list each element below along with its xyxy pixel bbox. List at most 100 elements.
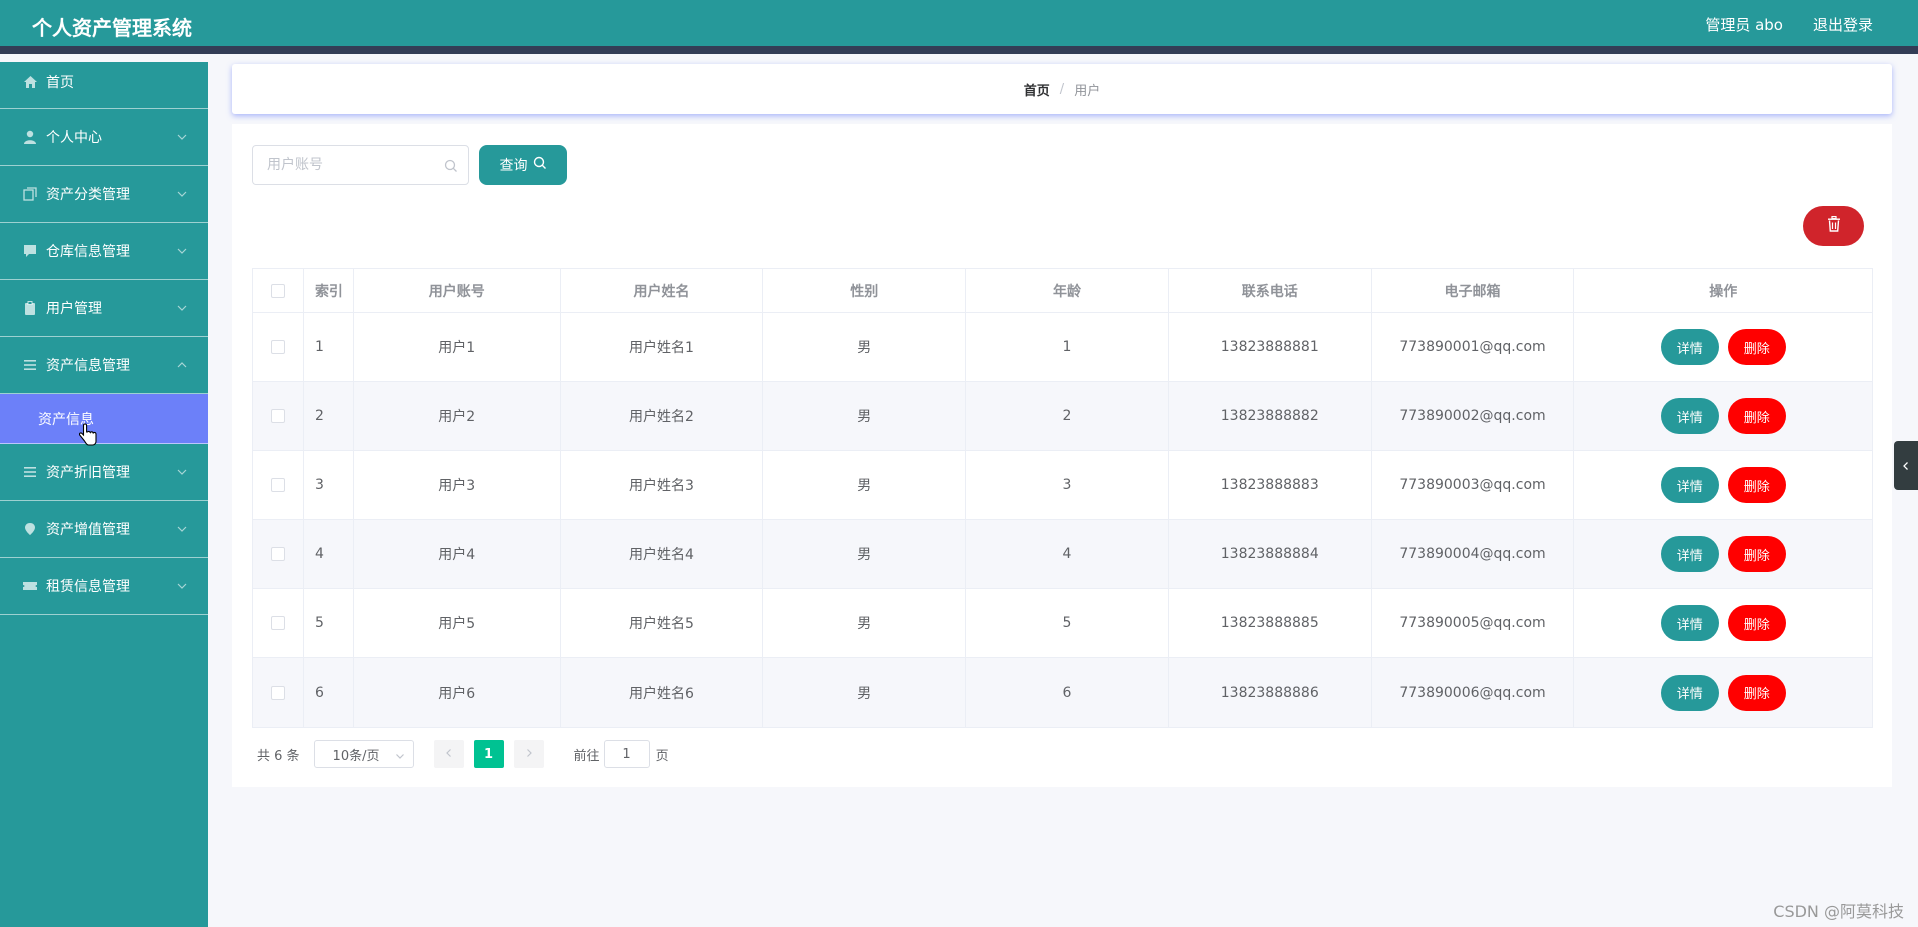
- row-actions: 详情 删除: [1574, 658, 1872, 727]
- chevron-left-icon: [444, 747, 454, 762]
- row-check-cell: [253, 520, 304, 588]
- delete-button[interactable]: 删除: [1727, 536, 1786, 572]
- row-email: 773890006@qq.com: [1372, 658, 1575, 727]
- delete-button[interactable]: 删除: [1727, 605, 1786, 641]
- chevron-left-icon: [1901, 456, 1911, 475]
- row-phone: 13823888886: [1169, 658, 1372, 727]
- pagination: 共 6 条 10条/页 1 前往 页: [257, 740, 669, 768]
- chevron-down-icon: [395, 750, 405, 765]
- prev-page-button[interactable]: [433, 740, 464, 768]
- row-index: 2: [304, 382, 354, 450]
- breadcrumb-separator: /: [1059, 81, 1065, 97]
- delete-button[interactable]: 删除: [1727, 467, 1786, 503]
- select-all-checkbox[interactable]: [270, 283, 285, 298]
- column-header: 联系电话: [1169, 269, 1372, 312]
- sidebar-item-personal-center[interactable]: 个人中心: [0, 109, 208, 166]
- sidebar: 首页 个人中心 资产分类管理 仓库信息管理 用户管理 资产信息管理: [0, 62, 208, 927]
- list-icon: [22, 357, 38, 373]
- row-checkbox[interactable]: [270, 340, 285, 354]
- sidebar-item-user-management[interactable]: 用户管理: [0, 280, 208, 337]
- row-checkbox[interactable]: [270, 409, 285, 423]
- breadcrumb-current: 用户: [1074, 83, 1101, 99]
- copy-icon: [22, 186, 38, 202]
- row-index: 4: [304, 520, 354, 588]
- table-row: 4 用户4 用户姓名4 男 4 13823888884 773890004@qq.com 详情…: [253, 520, 1872, 589]
- sidebar-item-asset-depreciation[interactable]: 资产折旧管理: [0, 444, 208, 501]
- next-page-button[interactable]: [513, 740, 544, 768]
- goto-page-field[interactable]: [603, 740, 650, 768]
- table-row: 6 用户6 用户姓名6 男 6 13823888886 773890006@qq.com 详情…: [253, 658, 1872, 727]
- sidebar-item-home[interactable]: 首页: [0, 62, 208, 109]
- chevron-right-icon: [524, 747, 534, 762]
- clipboard-icon: [22, 300, 38, 316]
- chevron-down-icon: [176, 188, 188, 200]
- column-header: 操作: [1709, 283, 1738, 300]
- chevron-down-icon: [176, 466, 188, 478]
- detail-button[interactable]: 详情: [1660, 329, 1719, 365]
- row-age: 1: [966, 313, 1169, 381]
- delete-button[interactable]: 删除: [1727, 674, 1786, 711]
- row-age: 4: [966, 520, 1169, 588]
- query-button[interactable]: 查询: [479, 145, 567, 185]
- row-checkbox[interactable]: [270, 547, 285, 561]
- row-index: 6: [304, 658, 354, 727]
- detail-button[interactable]: 详情: [1660, 605, 1719, 641]
- row-index: 5: [304, 589, 354, 657]
- sidebar-item-label: 仓库信息管理: [46, 244, 130, 260]
- home-icon: [22, 74, 38, 90]
- watermark: CSDN @阿莫科技: [1773, 902, 1904, 921]
- search-input[interactable]: [253, 146, 433, 184]
- batch-delete-button[interactable]: [1803, 206, 1864, 246]
- row-check-cell: [253, 658, 304, 727]
- table-body: 1 用户1 用户姓名1 男 1 13823888881 773890001@qq.com 详情…: [253, 313, 1872, 727]
- sidebar-item-asset-category[interactable]: 资产分类管理: [0, 166, 208, 223]
- row-actions: 详情 删除: [1574, 313, 1872, 381]
- row-age: 3: [966, 451, 1169, 519]
- row-name: 用户姓名2: [561, 382, 764, 450]
- row-checkbox[interactable]: [270, 616, 285, 630]
- breadcrumb-home[interactable]: 首页: [1023, 83, 1050, 99]
- column-header: 性别: [763, 269, 967, 312]
- delete-button[interactable]: 删除: [1727, 398, 1786, 434]
- row-account: 用户3: [354, 451, 561, 519]
- sidebar-item-asset-info-management[interactable]: 资产信息管理: [0, 337, 208, 394]
- delete-button[interactable]: 删除: [1727, 329, 1786, 365]
- goto-page-input[interactable]: [606, 746, 647, 762]
- sidebar-item-label: 首页: [46, 75, 74, 91]
- row-email: 773890004@qq.com: [1372, 520, 1575, 588]
- detail-button[interactable]: 详情: [1660, 467, 1719, 503]
- detail-button[interactable]: 详情: [1660, 398, 1719, 434]
- hand-cursor-icon: [78, 423, 97, 451]
- row-account: 用户6: [354, 658, 561, 727]
- row-name: 用户姓名4: [561, 520, 764, 588]
- side-panel-toggle[interactable]: [1894, 441, 1918, 490]
- row-phone: 13823888883: [1169, 451, 1372, 519]
- page-number-button[interactable]: 1: [473, 740, 504, 768]
- search-field[interactable]: [252, 145, 469, 185]
- trash-icon: [1827, 215, 1841, 236]
- sidebar-item-label: 资产分类管理: [46, 187, 130, 203]
- sidebar-item-warehouse[interactable]: 仓库信息管理: [0, 223, 208, 280]
- location-icon: [22, 521, 38, 537]
- sidebar-item-lease-info[interactable]: 租赁信息管理: [0, 558, 208, 615]
- row-checkbox[interactable]: [270, 478, 285, 492]
- sidebar-item-label: 个人中心: [46, 130, 102, 146]
- logout-link[interactable]: 退出登录: [1812, 16, 1873, 34]
- row-gender: 男: [763, 313, 967, 381]
- row-index: 3: [304, 451, 354, 519]
- row-account: 用户4: [354, 520, 561, 588]
- row-gender: 男: [763, 520, 967, 588]
- row-age: 6: [966, 658, 1169, 727]
- detail-button[interactable]: 详情: [1660, 674, 1719, 711]
- sidebar-item-asset-appreciation[interactable]: 资产增值管理: [0, 501, 208, 558]
- page-size-select[interactable]: 10条/页: [313, 740, 414, 768]
- row-name: 用户姓名3: [561, 451, 764, 519]
- row-checkbox[interactable]: [270, 685, 285, 700]
- row-gender: 男: [763, 451, 967, 519]
- user-table: 索引 用户账号 用户姓名 性别 年龄 联系电话 电子邮箱 操作 1 用户1 用户姓名…: [252, 268, 1873, 728]
- sidebar-subitem-asset-info[interactable]: 资产信息: [0, 394, 208, 444]
- detail-button[interactable]: 详情: [1660, 536, 1719, 572]
- search-icon: [533, 156, 547, 174]
- chevron-down-icon: [176, 523, 188, 535]
- row-actions: 详情 删除: [1574, 589, 1872, 657]
